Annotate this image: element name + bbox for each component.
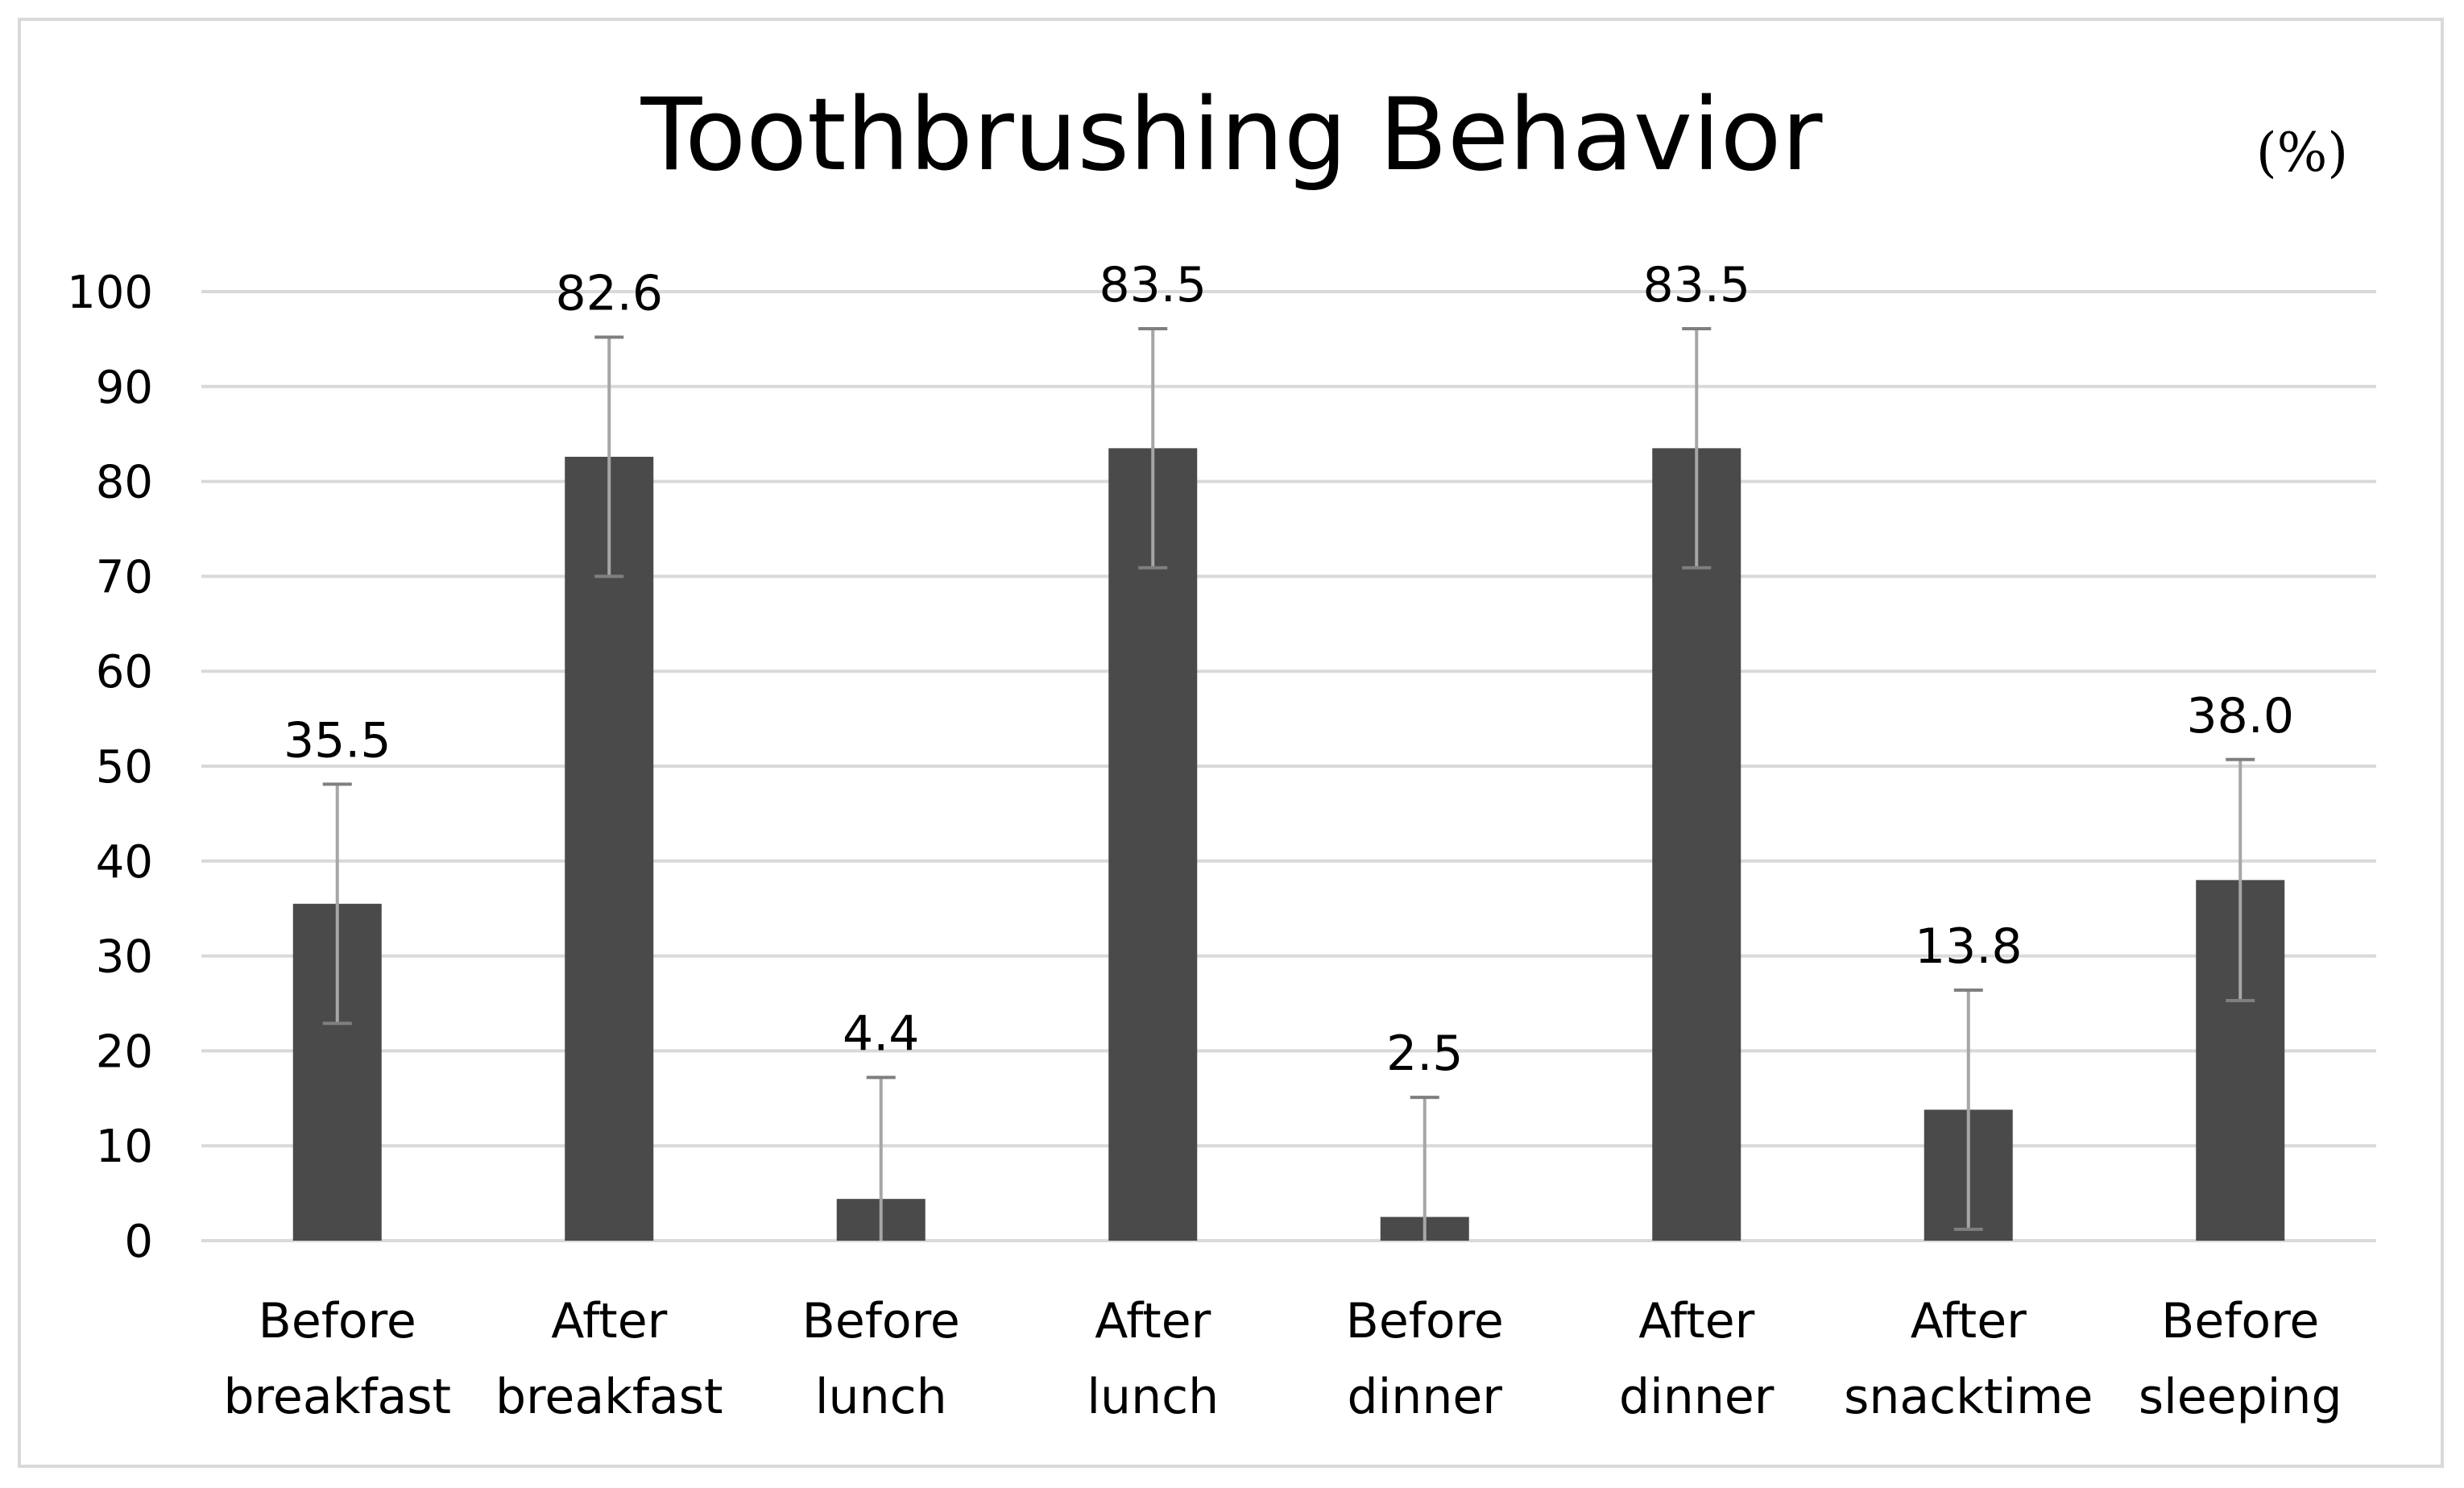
y-tick-label: 70 bbox=[96, 551, 153, 603]
x-tick-label: Before bbox=[2161, 1293, 2319, 1349]
unit-label: (%) bbox=[2256, 122, 2348, 184]
x-tick-label: Before bbox=[259, 1293, 416, 1349]
y-tick-label: 90 bbox=[96, 362, 153, 414]
chart-title: Toothbrushing Behavior bbox=[640, 77, 1823, 193]
y-tick-label: 60 bbox=[96, 646, 153, 698]
bar bbox=[565, 456, 654, 1241]
x-tick-label: dinner bbox=[1619, 1369, 1774, 1425]
data-label: 83.5 bbox=[1642, 257, 1750, 313]
error-bar-layer bbox=[322, 326, 2255, 1241]
x-tick-label: breakfast bbox=[495, 1369, 723, 1425]
x-tick-label: snacktime bbox=[1844, 1369, 2093, 1425]
x-tick-label: lunch bbox=[1087, 1369, 1219, 1425]
x-tick-label: breakfast bbox=[223, 1369, 451, 1425]
x-tick-label: dinner bbox=[1348, 1369, 1503, 1425]
chart-frame bbox=[18, 18, 2444, 1468]
value-label-layer: 35.5 82.6 4.4 83.5 2.5 83.5 13.8 38.0 bbox=[284, 257, 2294, 1082]
y-tick-label: 40 bbox=[96, 836, 153, 889]
x-tick-label: sleeping bbox=[2139, 1369, 2342, 1425]
x-tick-label: After bbox=[1638, 1293, 1754, 1349]
bar bbox=[1108, 448, 1198, 1241]
x-tick-label: Before bbox=[802, 1293, 960, 1349]
data-label: 4.4 bbox=[843, 1005, 919, 1062]
y-tick-label: 50 bbox=[96, 741, 153, 794]
y-axis-ticks: 0 10 20 30 40 50 60 70 80 90 100 bbox=[67, 267, 153, 1268]
x-tick-label: After bbox=[1095, 1293, 1211, 1349]
y-tick-label: 0 bbox=[124, 1216, 153, 1268]
y-tick-label: 10 bbox=[96, 1121, 153, 1173]
x-tick-label: After bbox=[1911, 1293, 2027, 1349]
x-tick-label: After bbox=[551, 1293, 667, 1349]
data-label: 82.6 bbox=[555, 266, 663, 322]
y-tick-label: 80 bbox=[96, 457, 153, 509]
y-tick-label: 30 bbox=[96, 931, 153, 984]
data-label: 83.5 bbox=[1099, 257, 1207, 313]
data-label: 13.8 bbox=[1915, 918, 2023, 975]
bar-layer bbox=[292, 448, 2285, 1241]
y-tick-label: 20 bbox=[96, 1026, 153, 1078]
bar bbox=[1652, 448, 1741, 1241]
data-label: 38.0 bbox=[2186, 688, 2294, 744]
data-label: 35.5 bbox=[284, 712, 391, 769]
x-tick-label: Before bbox=[1346, 1293, 1504, 1349]
data-label: 2.5 bbox=[1386, 1026, 1463, 1082]
x-tick-label: lunch bbox=[815, 1369, 947, 1425]
grid-layer bbox=[201, 290, 2376, 1242]
y-tick-label: 100 bbox=[67, 267, 153, 319]
x-axis-ticks: Before breakfast After breakfast Before lunch… bbox=[223, 1293, 2342, 1425]
